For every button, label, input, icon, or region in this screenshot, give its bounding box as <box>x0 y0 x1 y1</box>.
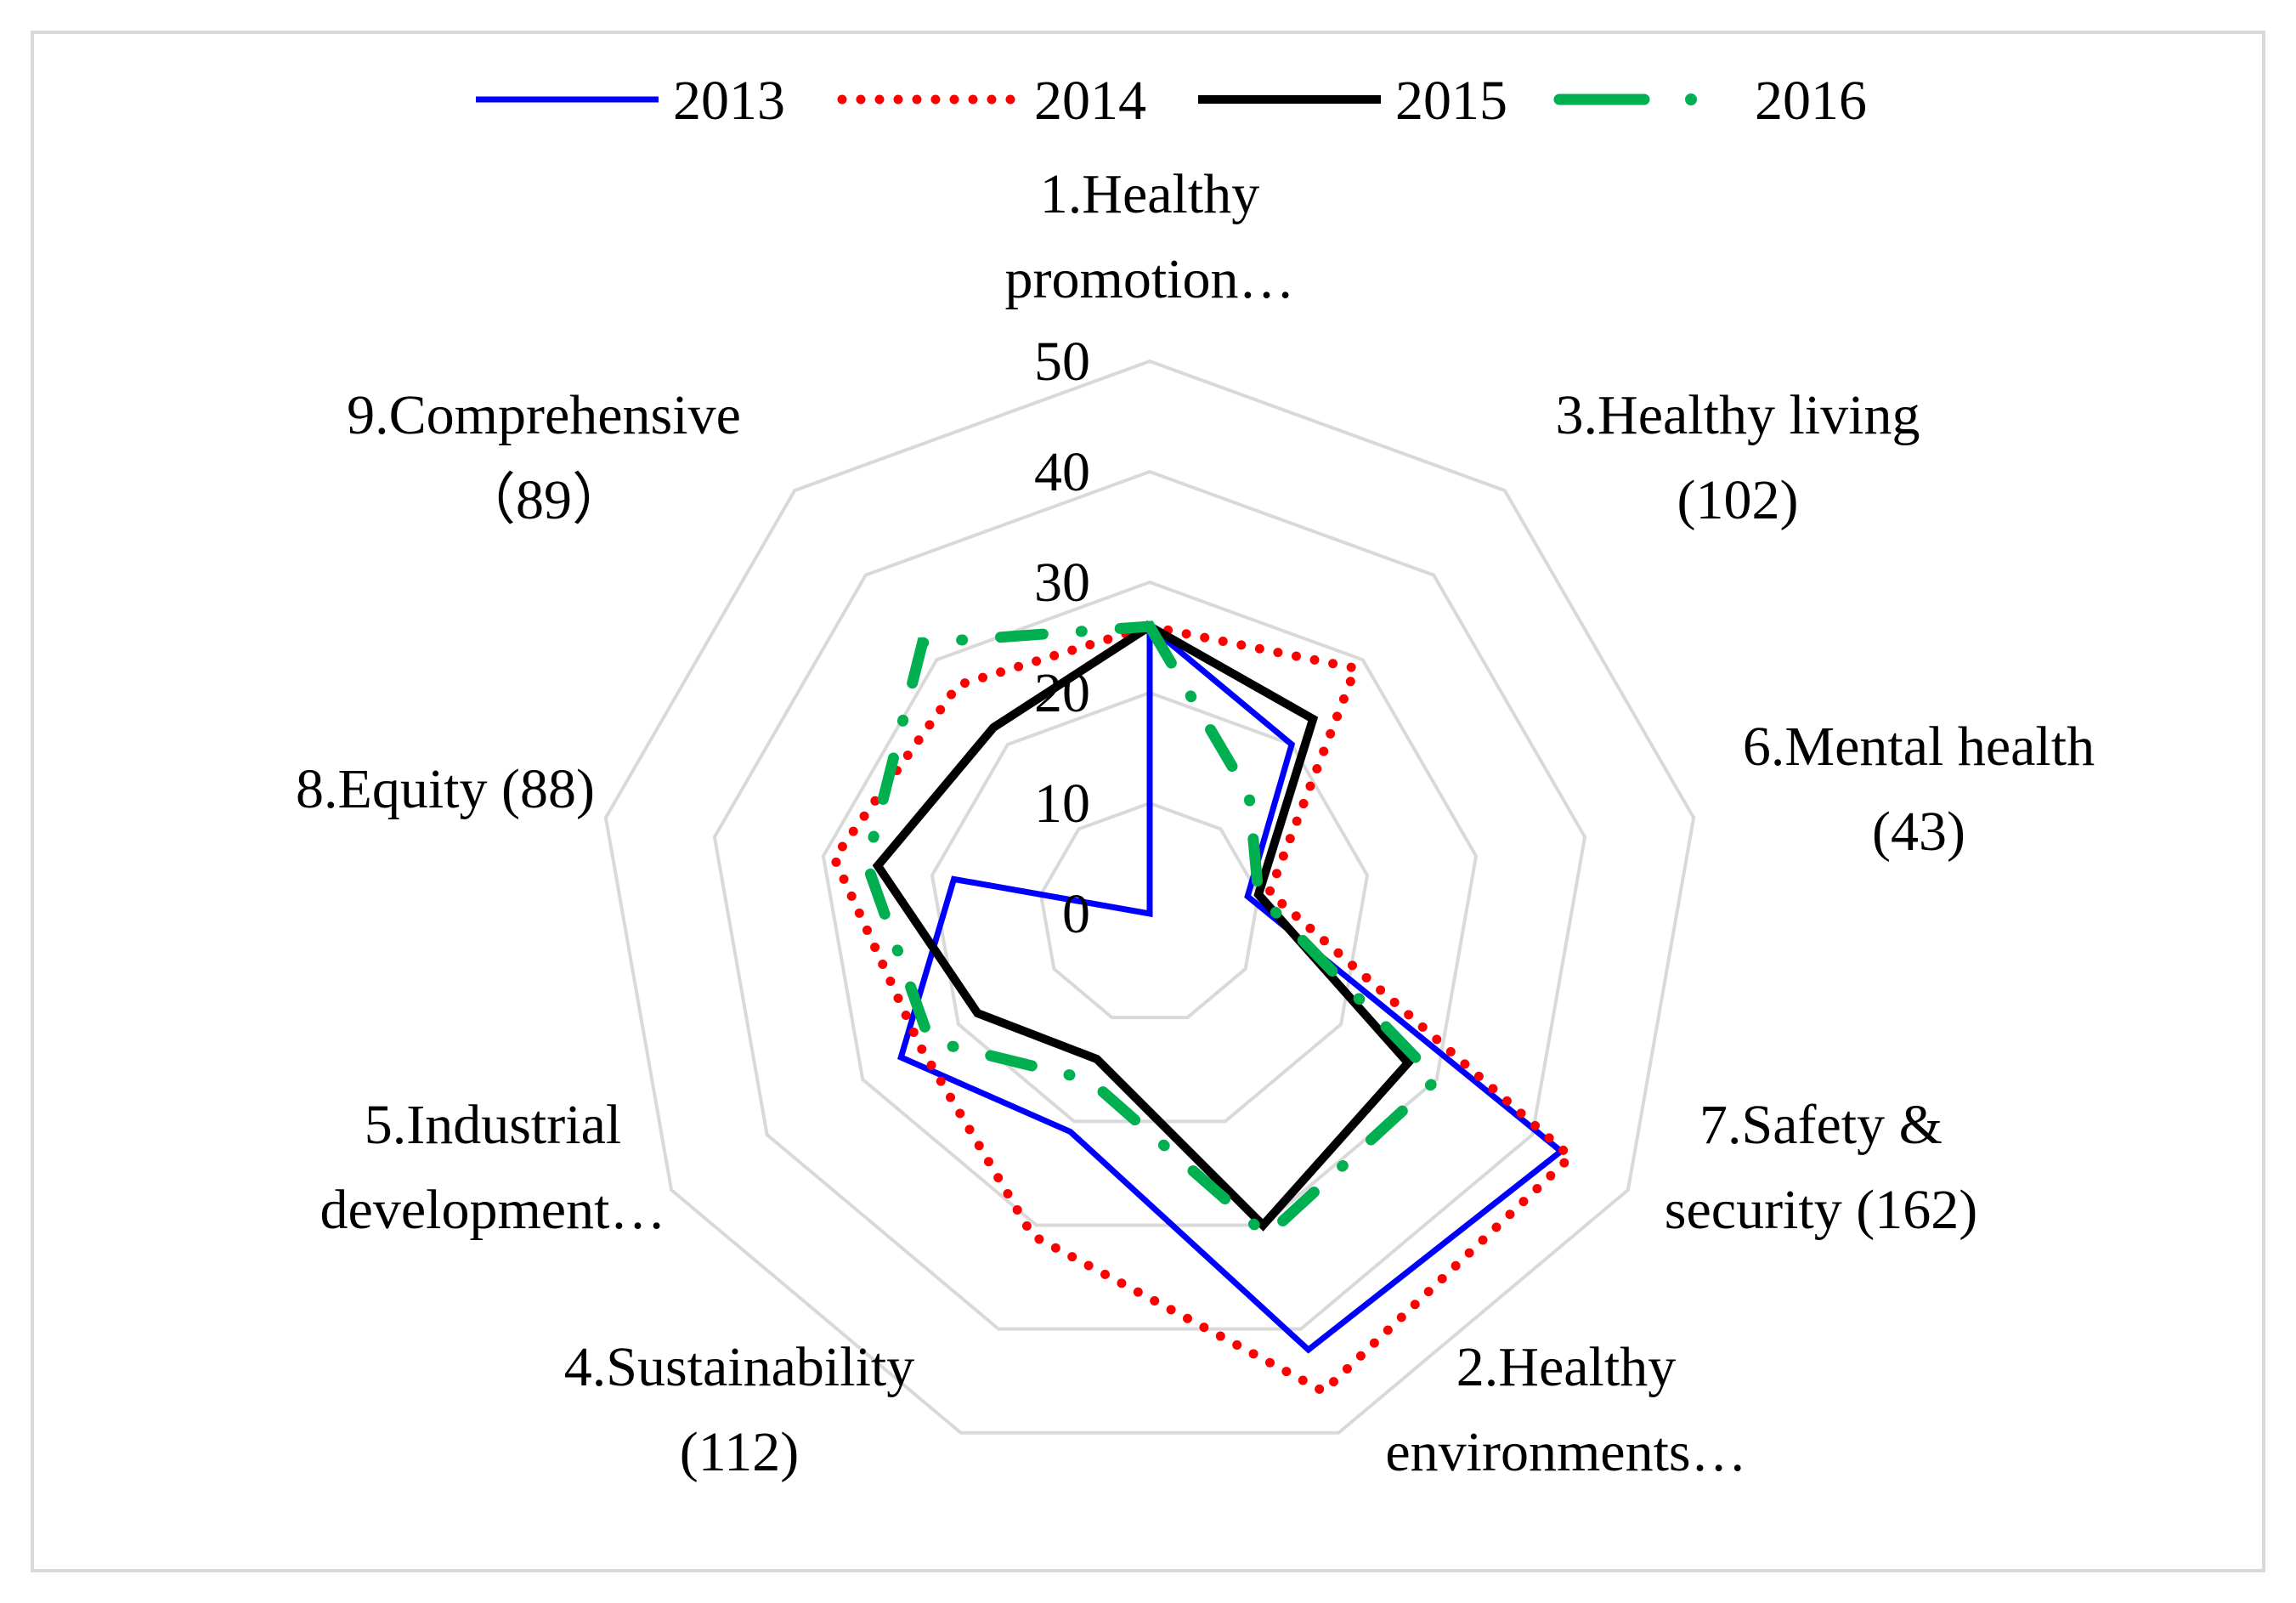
tick-label-0: 0 <box>1062 883 1090 945</box>
radar-series <box>828 620 1578 1397</box>
axis-label-5: 2.Healthy environments… <box>1385 1336 1746 1483</box>
axis-label-line: 6.Mental health <box>1743 716 2095 778</box>
legend-label-2013: 2013 <box>673 70 785 132</box>
axis-label-8: 8.Equity (88) <box>296 758 595 820</box>
series-2014-line <box>828 621 1578 1397</box>
axis-label-line: （89） <box>460 469 628 531</box>
legend-label-2016: 2016 <box>1755 70 1867 132</box>
grid-ring-40 <box>712 469 1587 1331</box>
axis-label-line: 5.Industrial <box>365 1094 621 1156</box>
axis-label-line: 3.Healthy living <box>1556 384 1920 446</box>
grid-ring-30 <box>821 580 1479 1227</box>
series-2016-line <box>861 620 1445 1243</box>
axis-label-line: (102) <box>1677 469 1799 531</box>
tick-label-10: 10 <box>1034 773 1090 835</box>
legend-item-2015: 2015 <box>1198 70 1507 132</box>
tick-labels: 0 10 20 30 40 50 <box>1034 331 1090 945</box>
axis-label-4: 7.Safety & security (162) <box>1665 1094 1977 1241</box>
legend-item-2016: 2016 <box>1553 70 1867 132</box>
tick-label-30: 30 <box>1034 552 1090 614</box>
axis-label-line: 2.Healthy <box>1456 1336 1676 1398</box>
radar-grid <box>603 359 1696 1435</box>
axis-label-line: development… <box>320 1179 666 1241</box>
axis-label-2: 3.Healthy living (102) <box>1556 384 1920 531</box>
grid-ring-50 <box>603 359 1696 1435</box>
axis-labels: 1.Healthy promotion… 3.Healthy living (102)… <box>296 163 2095 1483</box>
grid-ring-20 <box>930 690 1370 1124</box>
axis-label-line: environments… <box>1385 1421 1746 1483</box>
legend-label-2015: 2015 <box>1395 70 1507 132</box>
axis-label-9: 9.Comprehensive （89） <box>347 384 741 531</box>
legend-swatch-2016-dot <box>1685 93 1697 105</box>
axis-label-line: 8.Equity (88) <box>296 758 595 820</box>
series-2015-line <box>872 621 1414 1232</box>
axis-label-line: promotion… <box>1005 248 1295 310</box>
axis-label-3: 6.Mental health (43) <box>1743 716 2095 863</box>
tick-label-20: 20 <box>1034 662 1090 724</box>
legend-item-2013: 2013 <box>476 70 785 132</box>
axis-label-6: 4.Sustainability (112) <box>564 1336 915 1483</box>
axis-label-line: 7.Safety & <box>1699 1094 1943 1156</box>
tick-label-40: 40 <box>1034 441 1090 503</box>
series-2013-line <box>897 620 1566 1354</box>
legend-label-2014: 2014 <box>1034 70 1146 132</box>
axis-label-1: 1.Healthy promotion… <box>1005 163 1295 310</box>
axis-label-line: 9.Comprehensive <box>347 384 741 446</box>
axis-label-line: 1.Healthy <box>1040 163 1259 225</box>
axis-label-line: security (162) <box>1665 1179 1977 1241</box>
axis-label-line: (112) <box>680 1421 800 1483</box>
tick-label-50: 50 <box>1034 331 1090 393</box>
legend-item-2014: 2014 <box>837 70 1146 132</box>
legend: 2013 2014 2015 2016 <box>476 70 1867 132</box>
axis-label-7: 5.Industrial development… <box>320 1094 666 1241</box>
axis-label-line: (43) <box>1872 801 1965 863</box>
grid-ring-10 <box>1038 801 1261 1020</box>
axis-label-line: 4.Sustainability <box>564 1336 915 1398</box>
